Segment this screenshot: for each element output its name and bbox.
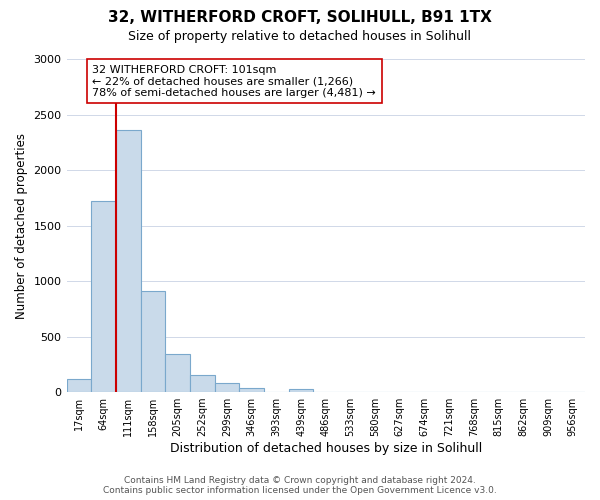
Y-axis label: Number of detached properties: Number of detached properties: [15, 132, 28, 318]
Text: Size of property relative to detached houses in Solihull: Size of property relative to detached ho…: [128, 30, 472, 43]
Text: 32, WITHERFORD CROFT, SOLIHULL, B91 1TX: 32, WITHERFORD CROFT, SOLIHULL, B91 1TX: [108, 10, 492, 25]
Bar: [67, 379, 91, 392]
Bar: [140, 291, 165, 392]
Bar: [165, 354, 190, 392]
Text: 32 WITHERFORD CROFT: 101sqm
← 22% of detached houses are smaller (1,266)
78% of : 32 WITHERFORD CROFT: 101sqm ← 22% of det…: [92, 64, 376, 98]
Bar: [215, 383, 239, 392]
Bar: [239, 388, 264, 392]
X-axis label: Distribution of detached houses by size in Solihull: Distribution of detached houses by size …: [170, 442, 482, 455]
Bar: [91, 201, 116, 392]
Text: Contains HM Land Registry data © Crown copyright and database right 2024.
Contai: Contains HM Land Registry data © Crown c…: [103, 476, 497, 495]
Bar: [289, 389, 313, 392]
Bar: [190, 375, 215, 392]
Bar: [116, 130, 140, 392]
